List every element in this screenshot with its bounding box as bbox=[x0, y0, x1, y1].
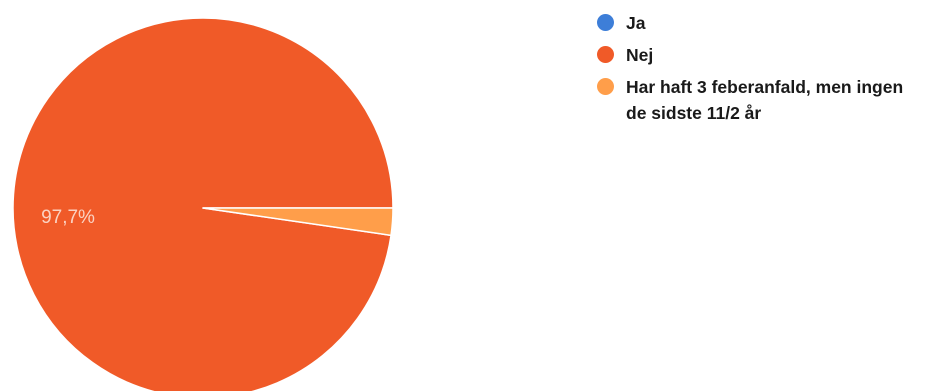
legend-label-ja: Ja bbox=[626, 13, 646, 33]
slice-label-nej: 97,7% bbox=[41, 207, 95, 228]
legend-swatch-nej bbox=[597, 46, 614, 63]
legend-swatch-ja bbox=[597, 14, 614, 31]
pie-slice-nej bbox=[12, 17, 394, 391]
legend-item-har-haft-3-feberanfald[interactable]: Har haft 3 feberanfald, men ingen de sid… bbox=[597, 74, 942, 126]
legend-item-ja[interactable]: Ja bbox=[597, 10, 942, 36]
legend-item-nej[interactable]: Nej bbox=[597, 42, 942, 68]
pie-slices bbox=[12, 17, 394, 391]
legend: Ja Nej Har haft 3 feberanfald, men ingen… bbox=[597, 10, 942, 132]
legend-label-har-haft-3-feberanfald: Har haft 3 feberanfald, men ingen de sid… bbox=[626, 77, 904, 123]
pie-slice-har-haft-3-feberanfald-men-ingen-de-sidste-11-2-r bbox=[202, 207, 394, 237]
legend-swatch-har-haft-3-feberanfald bbox=[597, 78, 614, 95]
legend-label-nej: Nej bbox=[626, 45, 654, 65]
